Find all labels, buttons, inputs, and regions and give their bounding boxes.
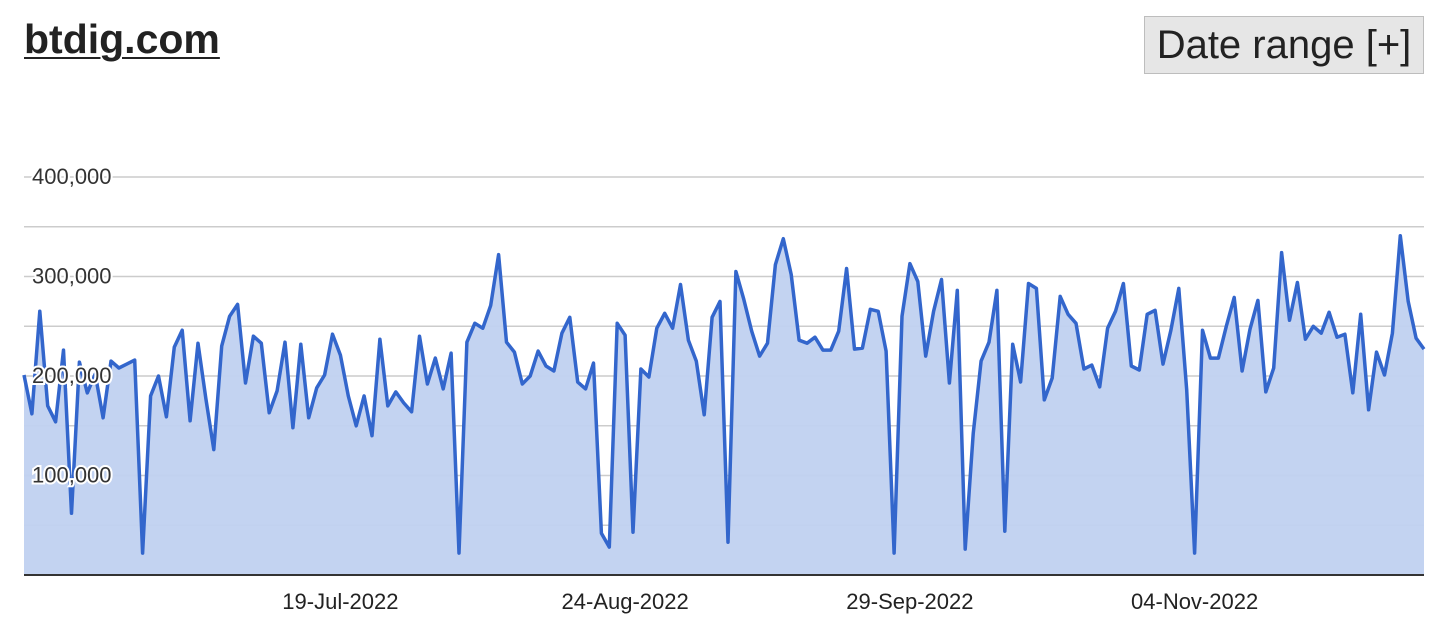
site-title-link[interactable]: btdig.com: [24, 16, 220, 62]
y-tick-label: 300,000: [32, 264, 112, 289]
x-tick-label: 19-Jul-2022: [282, 589, 398, 614]
x-tick-label: 24-Aug-2022: [562, 589, 689, 614]
y-tick-label: 400,000: [32, 164, 112, 189]
y-tick-label: 100,000: [32, 463, 112, 488]
x-tick-label: 29-Sep-2022: [846, 589, 973, 614]
x-tick-label: 04-Nov-2022: [1131, 589, 1258, 614]
series-line: [22, 233, 1426, 555]
date-range-button[interactable]: Date range [+]: [1144, 16, 1424, 74]
series-area: [24, 235, 1424, 575]
y-tick-label: 200,000: [32, 363, 112, 388]
